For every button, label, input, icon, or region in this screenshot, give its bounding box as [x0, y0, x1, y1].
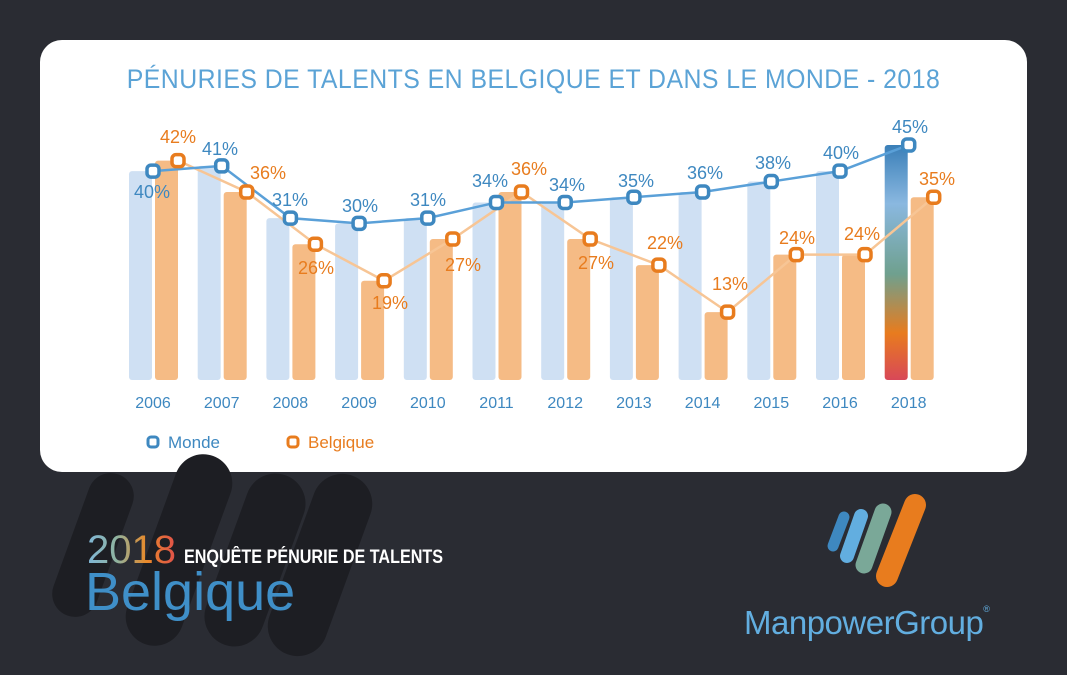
marker-monde-2018 [900, 137, 917, 153]
bar-monde-2012 [541, 202, 565, 380]
bar-monde-2011 [472, 202, 496, 380]
marker-monde-2011 [488, 194, 505, 211]
x-tick-label: 2015 [754, 395, 790, 412]
marker-belgique-2009 [376, 273, 392, 289]
footer-survey: ENQUÊTE PÉNURIE DE TALENTS [183, 547, 444, 568]
x-tick-label: 2013 [616, 395, 652, 412]
legend-marker-monde [146, 435, 160, 449]
marker-monde-2016 [832, 163, 848, 179]
bar-belgique-2015 [773, 254, 797, 380]
data-label-belgique-2010: 27% [445, 255, 481, 275]
brand-text: ManpowerGroup [744, 604, 984, 641]
bar-monde-2006 [129, 171, 152, 380]
footer-country: Belgique [85, 562, 296, 622]
line-belgique [177, 159, 935, 314]
bar-monde-2013 [609, 197, 633, 380]
x-tick-label: 2016 [822, 395, 858, 412]
marker-monde-2009 [351, 215, 367, 232]
bar-belgique-2006 [155, 160, 178, 380]
data-label-belgique-2012: 27% [578, 253, 614, 273]
x-tick-label: 2008 [273, 395, 309, 412]
footer-subtitle: 2018 ENQUÊTE PÉNURIE DE TALENTS [87, 528, 489, 573]
marker-monde-2006 [145, 163, 161, 179]
bar-belgique-2007 [223, 192, 247, 380]
x-tick-label: 2014 [685, 395, 721, 412]
brand-name: ManpowerGroup® [744, 604, 990, 641]
data-label-monde-2013: 35% [618, 171, 654, 191]
marker-belgique-2015 [788, 246, 805, 263]
line-monde [152, 143, 910, 225]
marker-monde-2008 [282, 210, 299, 226]
footer-year: 2018 [87, 528, 176, 572]
data-label-belgique-2014: 13% [712, 274, 748, 294]
brand-logo-mark [827, 494, 926, 587]
bar-belgique-2013 [635, 265, 659, 380]
x-tick-label: 2011 [479, 395, 514, 412]
marker-monde-2010 [420, 210, 436, 226]
marker-monde-2012 [557, 194, 573, 211]
marker-belgique-2008 [307, 236, 324, 252]
bar-belgique-2011 [498, 192, 522, 380]
bar-monde-2015 [747, 181, 771, 380]
data-label-belgique-2016: 24% [844, 224, 880, 244]
bar-belgique-2010 [429, 239, 453, 380]
x-tick-label: 2006 [135, 395, 171, 412]
marker-monde-2007 [213, 158, 230, 174]
background-stripes [52, 454, 373, 657]
bar-belgique-2009 [361, 280, 385, 380]
data-label-monde-2014: 36% [687, 163, 723, 183]
data-label-belgique-2015: 24% [779, 228, 815, 248]
data-label-monde-2018: 45% [892, 117, 928, 137]
data-label-monde-2011: 34% [472, 171, 508, 191]
data-label-monde-2012: 34% [549, 175, 585, 195]
chart-title: PÉNURIES DE TALENTS EN BELGIQUE ET DANS … [126, 64, 941, 94]
data-label-belgique-2018: 35% [919, 169, 955, 189]
marker-belgique-2011 [513, 184, 530, 200]
data-label-belgique-2011: 36% [511, 159, 547, 179]
marker-belgique-2016 [857, 246, 873, 263]
data-label-monde-2008: 31% [272, 190, 308, 210]
bar-belgique-2016 [842, 254, 865, 380]
data-label-monde-2010: 31% [410, 190, 446, 210]
bar-belgique-2008 [292, 244, 316, 380]
data-label-monde-2007: 41% [202, 139, 238, 159]
data-label-monde-2016: 40% [823, 143, 859, 163]
brand-registered: ® [983, 604, 990, 614]
data-label-monde-2009: 30% [342, 196, 378, 216]
data-label-belgique-2013: 22% [647, 233, 683, 253]
bar-belgique-2012 [567, 239, 591, 380]
x-tick-label: 2010 [410, 395, 446, 412]
bar-monde-2018 [884, 145, 908, 380]
legend-label-monde: Monde [168, 433, 220, 452]
marker-monde-2013 [626, 189, 642, 205]
data-label-monde-2006: 40% [134, 182, 170, 202]
data-label-belgique-2007: 36% [250, 163, 286, 183]
marker-belgique-2012 [582, 231, 598, 247]
bar-monde-2009 [335, 223, 359, 380]
bar-monde-2008 [266, 218, 290, 380]
marker-belgique-2010 [445, 231, 461, 247]
bar-belgique-2018 [910, 197, 934, 380]
marker-monde-2014 [694, 184, 711, 200]
data-label-belgique-2009: 19% [372, 293, 408, 313]
x-tick-label: 2012 [547, 395, 583, 412]
marker-belgique-2006 [170, 152, 186, 169]
x-tick-label: 2009 [341, 395, 377, 412]
legend-marker-belgique [286, 435, 300, 449]
data-label-belgique-2008: 26% [298, 258, 334, 278]
data-label-belgique-2006: 42% [160, 127, 196, 147]
bar-monde-2007 [197, 165, 221, 380]
marker-monde-2015 [763, 173, 780, 190]
marker-belgique-2018 [925, 189, 942, 205]
legend-label-belgique: Belgique [308, 433, 374, 452]
bar-monde-2016 [816, 171, 839, 380]
data-label-monde-2015: 38% [755, 153, 791, 173]
marker-belgique-2013 [651, 257, 667, 273]
bar-belgique-2014 [704, 312, 728, 380]
x-tick-label: 2007 [204, 395, 240, 412]
marker-belgique-2007 [238, 184, 255, 200]
marker-belgique-2014 [719, 304, 736, 320]
x-tick-label: 2018 [891, 395, 927, 412]
